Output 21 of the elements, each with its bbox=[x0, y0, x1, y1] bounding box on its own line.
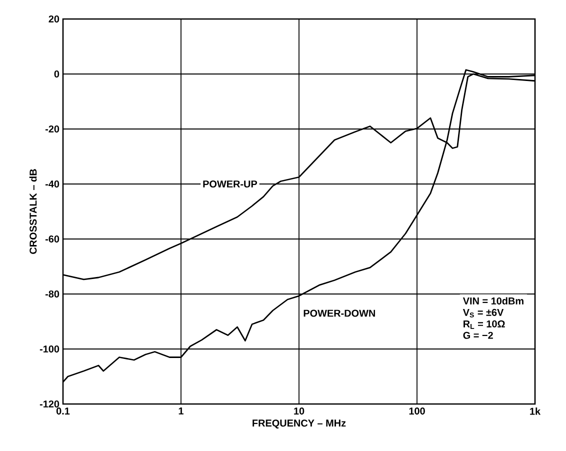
y-axis-title: CROSSTALK – dB bbox=[29, 169, 37, 254]
y-tick-label: -80 bbox=[45, 290, 60, 298]
y-tick-label: -100 bbox=[40, 345, 60, 353]
series-label: POWER-UP bbox=[203, 180, 258, 188]
annotation: V$_{S}$ = ±6V bbox=[462, 308, 504, 318]
y-tick-label: 0 bbox=[54, 70, 60, 78]
y-tick-label: -20 bbox=[45, 125, 60, 133]
x-tick-label: 100 bbox=[409, 408, 425, 415]
annotation: G = −2 bbox=[463, 332, 493, 339]
y-tick-label: -40 bbox=[45, 180, 60, 188]
x-tick-label: 10 bbox=[294, 408, 304, 415]
x-tick-label: 1k bbox=[530, 408, 541, 415]
x-tick-label: 1 bbox=[178, 408, 184, 414]
series-label: POWER-DOWN bbox=[304, 310, 375, 317]
annotation: R$_{L}$ = 10Ω bbox=[464, 320, 505, 329]
y-tick-label: -60 bbox=[45, 235, 60, 243]
annotation: VIN = 10dBm bbox=[462, 297, 524, 304]
x-tick-label: 0.1 bbox=[56, 408, 70, 415]
y-tick-label: 20 bbox=[48, 15, 60, 23]
y-tick-label: -120 bbox=[40, 400, 60, 408]
x-axis-title: FREQUENCY – MHz bbox=[252, 420, 346, 429]
